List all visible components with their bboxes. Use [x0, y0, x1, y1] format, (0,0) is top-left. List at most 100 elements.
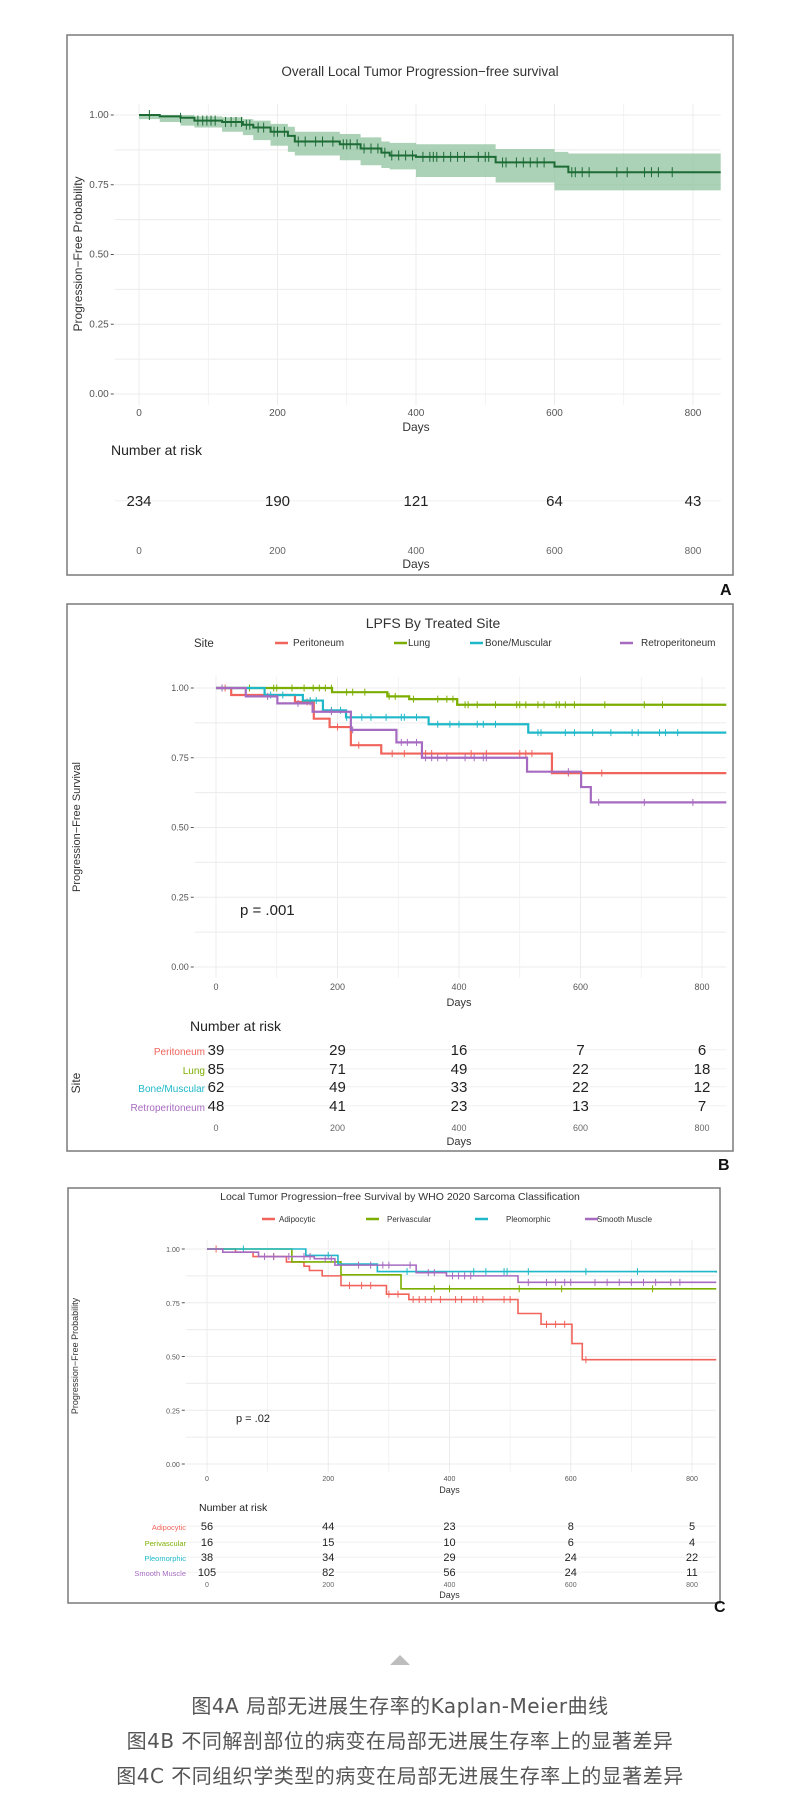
- x-tick-label: 600: [573, 982, 588, 992]
- y-tick-label: 0.00: [166, 1462, 180, 1469]
- survival-curve-peritoneum: [216, 686, 727, 775]
- risk-value: 41: [329, 1098, 346, 1115]
- legend-title: Site: [194, 638, 214, 650]
- x-tick-label: 800: [685, 408, 702, 419]
- caption-4a: 图4A 局部无进展生存率的Kaplan-Meier曲线: [191, 1694, 609, 1718]
- chart-title: Local Tumor Progression−free Survival by…: [220, 1191, 580, 1203]
- risk-row-label: Adipocytic: [152, 1523, 186, 1532]
- survival-curve-smooth-muscle: [207, 1248, 717, 1284]
- risk-value: 39: [208, 1042, 225, 1059]
- risk-value: 18: [694, 1061, 711, 1078]
- risk-row-label: Peritoneum: [154, 1047, 205, 1058]
- legend-label: Peritoneum: [293, 638, 344, 649]
- risk-row-label: Pleomorphic: [144, 1554, 186, 1563]
- risk-value: 49: [329, 1079, 346, 1096]
- x-tick-label: 0: [205, 1476, 209, 1483]
- risk-value: 29: [443, 1552, 455, 1564]
- risk-value: 234: [126, 493, 151, 510]
- risk-x-tick-label: 0: [213, 1123, 218, 1133]
- risk-value: 7: [698, 1098, 706, 1115]
- y-tick-label: 0.50: [166, 1355, 180, 1362]
- y-tick-label: 0.25: [89, 319, 109, 330]
- risk-table-title: Number at risk: [190, 1018, 282, 1034]
- risk-value: 29: [329, 1042, 346, 1059]
- risk-x-tick-label: 400: [444, 1582, 456, 1589]
- y-tick-label: 0.50: [171, 823, 189, 833]
- risk-value: 6: [698, 1042, 706, 1059]
- y-tick-label: 0.75: [89, 180, 109, 191]
- y-tick-label: 0.00: [171, 962, 189, 972]
- risk-value: 105: [198, 1567, 216, 1579]
- risk-row-label: Retroperitoneum: [131, 1103, 205, 1114]
- chart-title: Overall Local Tumor Progression−free sur…: [281, 64, 558, 79]
- risk-value: 56: [443, 1567, 455, 1579]
- risk-value: 49: [451, 1061, 468, 1078]
- risk-value: 82: [322, 1567, 334, 1579]
- survival-curve-pleomorphic: [207, 1248, 718, 1273]
- risk-value: 56: [201, 1521, 213, 1533]
- y-axis-label: Progression−Free Probability: [71, 176, 85, 331]
- risk-value: 71: [329, 1061, 346, 1078]
- y-tick-label: 0.25: [171, 892, 189, 902]
- risk-row-label: Perivascular: [145, 1539, 187, 1548]
- risk-x-tick-label: 0: [205, 1582, 209, 1589]
- risk-row-label: Lung: [183, 1066, 205, 1077]
- risk-value: 8: [568, 1521, 574, 1533]
- panel-border: [66, 34, 734, 576]
- y-tick-label: 1.00: [171, 683, 189, 693]
- risk-value: 24: [565, 1567, 577, 1579]
- risk-value: 62: [208, 1079, 225, 1096]
- panel-border: [66, 603, 734, 1152]
- legend-label: Smooth Muscle: [597, 1215, 653, 1224]
- x-tick-label: 400: [444, 1476, 456, 1483]
- risk-value: 190: [265, 493, 290, 510]
- risk-x-tick-label: 200: [269, 546, 286, 557]
- risk-value: 12: [694, 1079, 711, 1096]
- risk-value: 48: [208, 1098, 225, 1115]
- p-value-annotation: p = .001: [240, 902, 295, 919]
- panel-label: B: [718, 1157, 730, 1174]
- y-tick-label: 0.00: [89, 389, 109, 400]
- chart-panel-b: LPFS By Treated Site 0.00 0.25 0.50 0.75 1.00…: [66, 603, 734, 1174]
- x-tick-label: 200: [322, 1476, 334, 1483]
- panel-label: C: [714, 1599, 726, 1616]
- risk-table-y-label: Site: [69, 1072, 83, 1093]
- triangle-up-icon: [390, 1655, 410, 1665]
- risk-value: 22: [686, 1552, 698, 1564]
- risk-x-axis-label: Days: [446, 1136, 472, 1148]
- x-tick-label: 400: [451, 982, 466, 992]
- risk-value: 22: [572, 1079, 589, 1096]
- risk-value: 10: [443, 1537, 455, 1549]
- legend-label: Adipocytic: [279, 1215, 315, 1224]
- risk-x-tick-label: 400: [451, 1123, 466, 1133]
- risk-value: 38: [201, 1552, 213, 1564]
- legend-label: Lung: [408, 638, 430, 649]
- x-axis-label: Days: [439, 1485, 460, 1495]
- risk-value: 5: [689, 1521, 695, 1533]
- legend-label: Pleomorphic: [506, 1215, 550, 1224]
- risk-row-label: Smooth Muscle: [134, 1569, 186, 1578]
- risk-table-title: Number at risk: [199, 1502, 268, 1514]
- x-tick-label: 400: [408, 408, 425, 419]
- risk-value: 6: [568, 1537, 574, 1549]
- risk-value: 11: [686, 1567, 697, 1579]
- x-tick-label: 200: [269, 408, 286, 419]
- caption-4c: 图4C 不同组织学类型的病变在局部无进展生存率上的显著差异: [116, 1764, 684, 1788]
- x-tick-label: 0: [213, 982, 218, 992]
- x-axis-label: Days: [402, 420, 429, 434]
- risk-x-tick-label: 600: [546, 546, 563, 557]
- risk-value: 44: [322, 1521, 334, 1533]
- risk-x-axis-label: Days: [439, 1590, 460, 1600]
- legend-label: Bone/Muscular: [485, 638, 552, 649]
- risk-row-label: Bone/Muscular: [138, 1084, 205, 1095]
- risk-x-axis-label: Days: [402, 557, 429, 571]
- legend-label: Perivascular: [387, 1215, 431, 1224]
- risk-value: 15: [322, 1537, 334, 1549]
- risk-value: 23: [443, 1521, 455, 1533]
- risk-table-title: Number at risk: [111, 442, 203, 458]
- risk-value: 4: [689, 1537, 695, 1549]
- risk-x-tick-label: 800: [685, 546, 702, 557]
- risk-value: 16: [451, 1042, 468, 1059]
- risk-value: 121: [403, 493, 428, 510]
- caption-4b: 图4B 不同解剖部位的病变在局部无进展生存率上的显著差异: [126, 1729, 674, 1753]
